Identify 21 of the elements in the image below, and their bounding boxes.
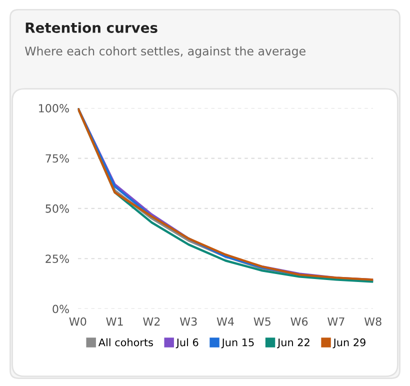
- legend-label: Jun 15: [221, 338, 254, 348]
- y-tick-label: 100%: [39, 104, 69, 112]
- legend-label: Jun 22: [277, 338, 310, 348]
- chart-subtitle: Where each cohort settles, against the average: [24, 46, 306, 58]
- x-tick-label: W5: [254, 317, 270, 326]
- y-tick-label: 0%: [52, 304, 69, 314]
- y-tick-label: 75%: [46, 154, 69, 163]
- legend-label: All cohorts: [98, 338, 153, 346]
- x-tick-label: W1: [106, 317, 123, 326]
- x-tick-label: W4: [216, 317, 234, 326]
- x-tick-label: W8: [364, 317, 382, 326]
- x-tick-label: W6: [290, 317, 308, 326]
- chart-title: Retention curves: [26, 22, 158, 33]
- x-tick-label: W7: [328, 317, 344, 326]
- x-tick-label: W3: [180, 317, 197, 326]
- x-tick-label: W2: [143, 317, 160, 326]
- x-tick-label: W0: [69, 317, 86, 326]
- legend-label: Jul 6: [176, 338, 198, 348]
- y-tick-label: 50%: [46, 204, 69, 213]
- legend-label: Jun 29: [332, 338, 366, 348]
- y-tick-label: 25%: [46, 254, 69, 263]
